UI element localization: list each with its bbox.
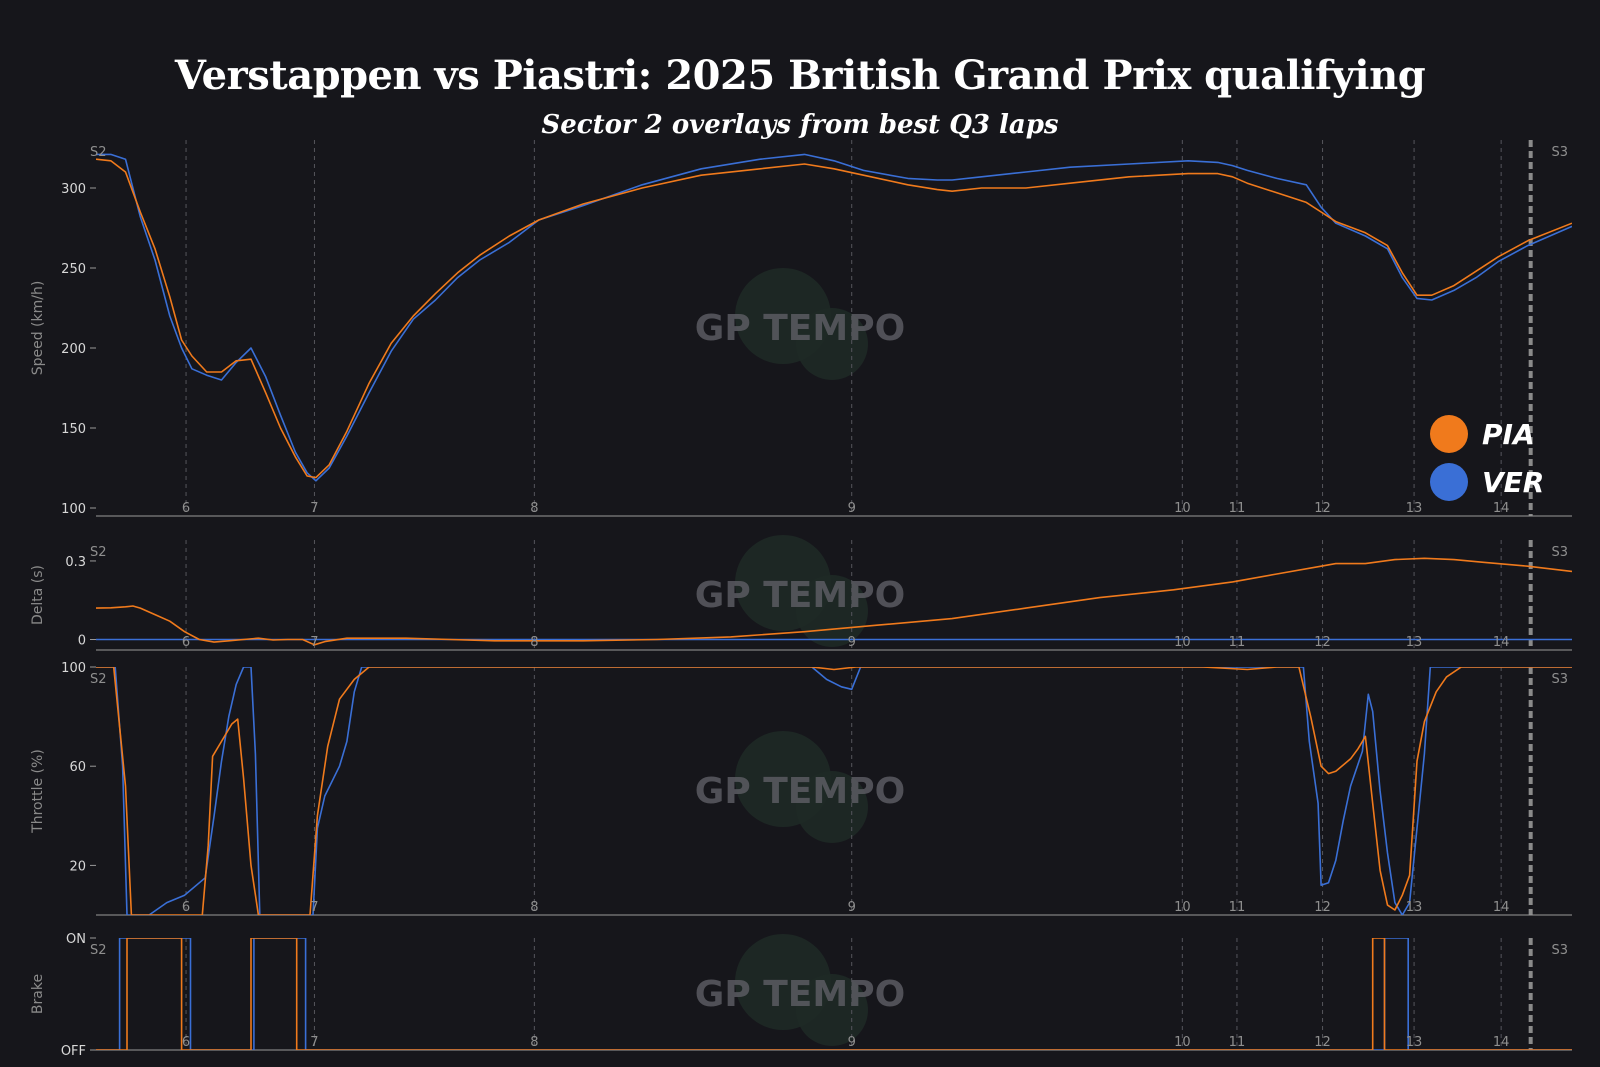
y-tick-label: 60 — [69, 760, 86, 775]
legend-marker-pia — [1430, 415, 1468, 453]
watermark-brake: GP TEMPO — [695, 934, 905, 1046]
corner-label-6: 6 — [182, 1035, 190, 1050]
corner-label-13: 13 — [1406, 1035, 1423, 1050]
sector-start-label: S2 — [90, 545, 107, 560]
corner-label-6: 6 — [182, 900, 190, 915]
corner-label-7: 7 — [310, 635, 318, 650]
corner-label-11: 11 — [1229, 1035, 1246, 1050]
corner-label-12: 12 — [1314, 1035, 1331, 1050]
corner-label-11: 11 — [1229, 501, 1246, 516]
sector-start-label: S2 — [90, 145, 107, 160]
corner-label-7: 7 — [310, 1035, 318, 1050]
corner-label-6: 6 — [182, 501, 190, 516]
watermark-text: GP TEMPO — [695, 771, 905, 812]
y-tick-label: 200 — [61, 342, 86, 357]
corner-label-10: 10 — [1174, 501, 1191, 516]
corner-label-9: 9 — [848, 900, 856, 915]
watermark-delta: GP TEMPO — [695, 535, 905, 647]
corner-label-8: 8 — [530, 900, 538, 915]
watermark-speed: GP TEMPO — [695, 268, 905, 380]
legend-label-pia: PIA — [1482, 418, 1535, 451]
y-tick-label: 300 — [61, 182, 86, 197]
corner-label-9: 9 — [848, 635, 856, 650]
legend-label-ver: VER — [1482, 466, 1544, 499]
legend-marker-ver — [1430, 463, 1468, 501]
y-tick-label: OFF — [61, 1044, 86, 1059]
watermark-text: GP TEMPO — [695, 974, 905, 1015]
chart-subtitle: Sector 2 overlays from best Q3 laps — [541, 110, 1059, 140]
y-tick-label: ON — [66, 932, 86, 947]
y-tick-label: 150 — [61, 422, 86, 437]
corner-label-11: 11 — [1229, 900, 1246, 915]
corner-label-14: 14 — [1493, 635, 1510, 650]
watermarks: GP TEMPO GP TEMPO GP TEMPO GP TEMPO — [695, 268, 905, 1046]
sector-start-label: S2 — [90, 943, 107, 958]
y-tick-label: 0 — [78, 634, 86, 649]
sector-end-label: S3 — [1551, 943, 1568, 958]
watermark-throttle: GP TEMPO — [695, 731, 905, 843]
corner-label-8: 8 — [530, 635, 538, 650]
series-lines — [96, 153, 1572, 1050]
series-line-ver-throttle — [96, 667, 1572, 915]
corner-label-10: 10 — [1174, 900, 1191, 915]
corner-label-13: 13 — [1406, 635, 1423, 650]
corner-label-13: 13 — [1406, 501, 1423, 516]
sector-end-label: S3 — [1551, 672, 1568, 687]
legend: PIA VER — [1430, 415, 1544, 501]
series-line-pia-delta — [96, 557, 1572, 646]
corner-label-11: 11 — [1229, 635, 1246, 650]
corner-label-8: 8 — [530, 501, 538, 516]
y-axis-label-brake: Brake — [30, 974, 46, 1014]
y-tick-label: 250 — [61, 262, 86, 277]
y-tick-label: 20 — [69, 859, 86, 874]
corner-label-14: 14 — [1493, 1035, 1510, 1050]
corner-label-12: 12 — [1314, 635, 1331, 650]
corner-label-12: 12 — [1314, 501, 1331, 516]
series-line-pia-speed — [96, 158, 1572, 479]
corner-label-13: 13 — [1406, 900, 1423, 915]
corner-label-9: 9 — [848, 1035, 856, 1050]
watermark-text: GP TEMPO — [695, 575, 905, 616]
corner-label-10: 10 — [1174, 1035, 1191, 1050]
y-tick-label: 100 — [61, 502, 86, 517]
corner-label-8: 8 — [530, 1035, 538, 1050]
corner-label-14: 14 — [1493, 501, 1510, 516]
y-axis-label-speed: Speed (km/h) — [30, 281, 46, 376]
sector-end-label: S3 — [1551, 545, 1568, 560]
series-line-pia-throttle — [96, 667, 1572, 915]
y-tick-label: 100 — [61, 661, 86, 676]
series-line-ver-speed — [96, 153, 1572, 482]
watermark-text: GP TEMPO — [695, 308, 905, 349]
sector-start-label: S2 — [90, 672, 107, 687]
y-axis-label-throttle: Throttle (%) — [30, 749, 46, 834]
corner-gridlines — [185, 140, 1533, 1050]
y-axis-label-delta: Delta (s) — [30, 565, 46, 625]
corner-label-9: 9 — [848, 501, 856, 516]
corner-label-14: 14 — [1493, 900, 1510, 915]
corner-label-6: 6 — [182, 635, 190, 650]
corner-label-12: 12 — [1314, 900, 1331, 915]
corner-label-10: 10 — [1174, 635, 1191, 650]
y-tick-label: 0.3 — [65, 555, 86, 570]
corner-label-7: 7 — [310, 900, 318, 915]
sector-end-label: S3 — [1551, 145, 1568, 160]
chart-title: Verstappen vs Piastri: 2025 British Gran… — [174, 52, 1426, 99]
corner-label-7: 7 — [310, 501, 318, 516]
